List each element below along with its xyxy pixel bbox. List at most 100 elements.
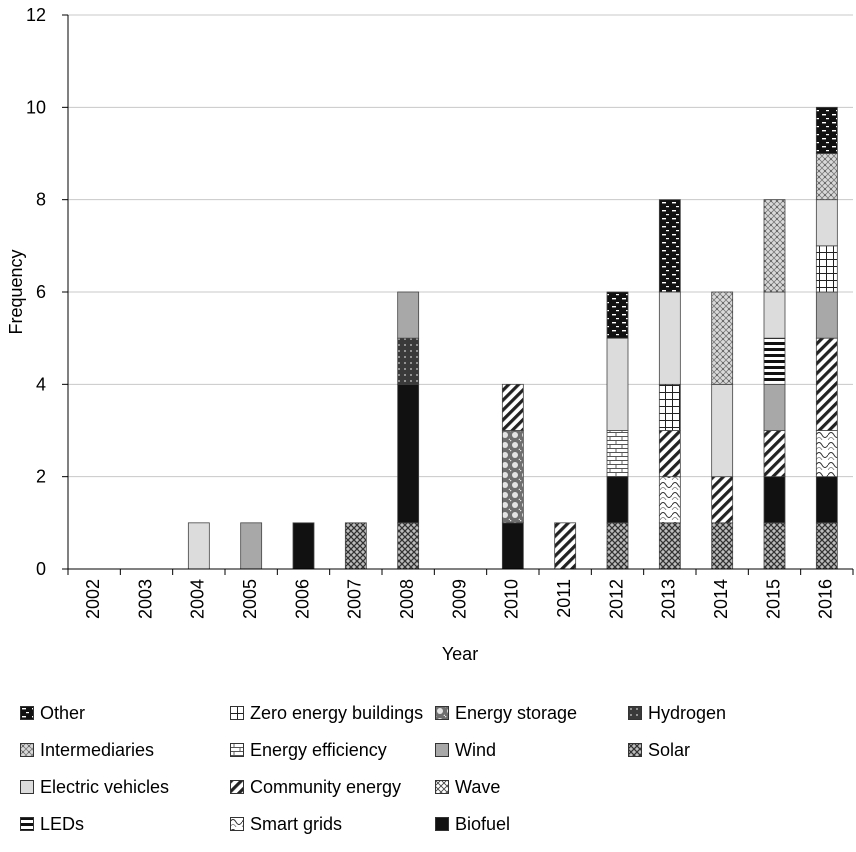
legend-swatch	[20, 743, 34, 757]
x-tick-label: 2016	[816, 579, 836, 619]
y-tick-label: 2	[36, 467, 46, 487]
legend-item: Energy efficiency	[230, 737, 387, 763]
legend-swatch	[628, 743, 642, 757]
x-tick-label: 2005	[240, 579, 260, 619]
legend-swatch	[20, 780, 34, 794]
legend-swatch	[435, 780, 449, 794]
legend-label: Hydrogen	[648, 702, 727, 723]
x-tick-label: 2002	[83, 579, 103, 619]
y-ticks: 0 2 4 6 8 10 12	[26, 5, 68, 579]
bar-segment-biofuel	[292, 522, 315, 570]
legend-item: Hydrogen	[628, 700, 726, 726]
legend-item: Other	[20, 700, 85, 726]
legend-item: Zero energy buildings	[230, 700, 423, 726]
bar-segment-electric-vehicles	[658, 291, 681, 385]
legend-label: Energy efficiency	[250, 739, 387, 760]
x-tick-label: 2007	[345, 579, 365, 619]
x-tick-label: 2004	[188, 579, 208, 619]
legend-label: Electric vehicles	[40, 776, 170, 797]
legend-swatch	[230, 743, 244, 757]
bar-segment-solar	[344, 522, 367, 570]
legend-item: Biofuel	[435, 811, 510, 837]
bar-segment-electric-vehicles	[711, 383, 734, 478]
legend-label: Other	[40, 702, 86, 723]
legend-item: Wind	[435, 737, 496, 763]
bar-segment-hydrogen	[397, 337, 420, 385]
bar-segment-solar	[763, 522, 786, 570]
legend-item: Energy storage	[435, 700, 577, 726]
legend-swatch	[230, 780, 244, 794]
legend-label: Smart grids	[250, 813, 343, 834]
bar-segment-biofuel	[606, 476, 629, 524]
bar-segment-solar	[815, 522, 838, 570]
x-tick-label: 2011	[554, 579, 574, 618]
gridlines	[68, 14, 853, 478]
y-tick-label: 4	[36, 374, 46, 394]
bar-segment-energy-efficiency	[606, 430, 629, 478]
stacked-bar-chart: 0 2 4 6 8 10 12 2002 2003 2004 2005 2006 2007 2008 20…	[6, 5, 854, 664]
bar-segment-solar	[658, 522, 681, 570]
bar-segment-wind	[240, 522, 263, 570]
legend-swatch	[435, 817, 449, 831]
x-tick-label: 2010	[502, 579, 522, 619]
bar-segment-community-energy	[763, 430, 786, 478]
bar-segment-biofuel	[815, 476, 838, 524]
legend-item: Electric vehicles	[20, 774, 169, 800]
bar-segment-solar	[397, 522, 420, 570]
legend-label: Zero energy buildings	[250, 702, 424, 723]
bar-segment-wind	[815, 291, 838, 339]
bar-segment-wind	[397, 291, 420, 339]
bar-segment-leds	[763, 337, 786, 385]
legend-swatch	[20, 817, 34, 831]
bar-segment-community-energy	[815, 337, 838, 431]
x-axis-title: Year	[442, 644, 478, 664]
bar-segment-electric-vehicles	[815, 199, 838, 247]
y-tick-label: 0	[36, 559, 46, 579]
x-tick-label: 2014	[711, 579, 731, 619]
legend-swatch	[628, 706, 642, 720]
legend-item: Solar	[628, 737, 690, 763]
legend-label: Wind	[455, 739, 497, 760]
y-tick-label: 10	[26, 97, 46, 117]
legend-label: Wave	[455, 776, 501, 797]
bar-segment-community-energy	[554, 522, 577, 570]
bar-segment-biofuel	[501, 522, 524, 570]
legend-item: Intermediaries	[20, 737, 154, 763]
bar-segment-biofuel	[763, 476, 786, 524]
x-tick-label: 2008	[397, 579, 417, 619]
legend-item: Wave	[435, 774, 500, 800]
legend: Other Zero energy buildings Energy storage…	[20, 700, 856, 850]
y-tick-label: 8	[36, 190, 46, 210]
bar-segment-zero-energy-buildings	[658, 383, 681, 431]
bar-segment-intermediaries	[711, 291, 734, 385]
bar-segment-solar	[711, 522, 734, 570]
legend-label: Intermediaries	[40, 739, 155, 760]
bar-segment-wind	[763, 383, 786, 431]
x-tick-label: 2013	[659, 579, 679, 619]
x-tick-label: 2006	[292, 579, 312, 619]
bar-segment-electric-vehicles	[763, 291, 786, 339]
legend-swatch	[230, 706, 244, 720]
y-axis-title: Frequency	[6, 249, 26, 334]
x-tick-label: 2009	[449, 579, 469, 619]
legend-swatch	[435, 743, 449, 757]
x-tick-label: 2003	[135, 579, 155, 619]
y-tick-label: 12	[26, 5, 46, 25]
bar-segment-smart-grids	[658, 476, 681, 524]
bar-segment-community-energy	[658, 430, 681, 478]
bar-segment-community-energy	[711, 476, 734, 524]
bar-segment-electric-vehicles	[606, 337, 629, 431]
bar-segment-smart-grids	[815, 430, 838, 478]
bar-segment-electric-vehicles	[187, 522, 210, 570]
bar-segment-energy-storage	[501, 430, 524, 524]
legend-item: Community energy	[230, 774, 401, 800]
legend-swatch	[230, 817, 244, 831]
x-tick-label: 2012	[606, 579, 626, 619]
y-tick-label: 6	[36, 282, 46, 302]
bar-segment-solar	[606, 522, 629, 570]
legend-item: Smart grids	[230, 811, 342, 837]
legend-label: Energy storage	[455, 702, 578, 723]
bar-segment-biofuel	[397, 383, 420, 524]
legend-label: Community energy	[250, 776, 402, 797]
legend-label: Solar	[648, 739, 691, 760]
